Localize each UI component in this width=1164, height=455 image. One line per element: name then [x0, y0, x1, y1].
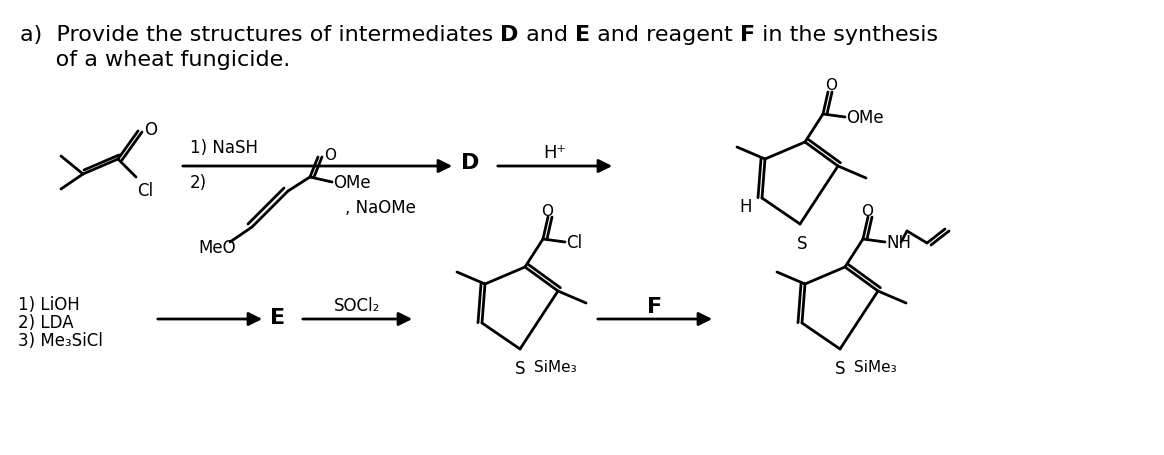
Text: F: F: [740, 25, 755, 45]
Text: D: D: [461, 153, 480, 172]
Text: O: O: [825, 77, 837, 92]
Text: H: H: [740, 197, 752, 216]
Text: 2) LDA: 2) LDA: [17, 313, 73, 331]
Text: Cl: Cl: [566, 233, 582, 252]
Text: a)  Provide the structures of intermediates: a) Provide the structures of intermediat…: [20, 25, 501, 45]
Text: E: E: [270, 307, 285, 327]
Text: OMe: OMe: [333, 174, 370, 192]
Text: O: O: [541, 204, 553, 219]
Text: , NaOMe: , NaOMe: [345, 198, 416, 217]
Text: OMe: OMe: [846, 109, 883, 127]
Text: 1) LiOH: 1) LiOH: [17, 295, 80, 313]
Text: 2): 2): [190, 174, 207, 192]
Text: and reagent: and reagent: [590, 25, 740, 45]
Text: NH: NH: [886, 233, 911, 252]
Text: in the synthesis: in the synthesis: [755, 25, 938, 45]
Text: O: O: [861, 204, 873, 219]
Text: S: S: [796, 234, 808, 253]
Text: F: F: [647, 296, 662, 316]
Text: Cl: Cl: [137, 182, 154, 200]
Text: 3) Me₃SiCl: 3) Me₃SiCl: [17, 331, 102, 349]
Text: MeO: MeO: [198, 238, 235, 257]
Text: and: and: [519, 25, 575, 45]
Text: 1) NaSH: 1) NaSH: [190, 139, 258, 157]
Text: of a wheat fungicide.: of a wheat fungicide.: [20, 50, 290, 70]
Text: D: D: [501, 25, 519, 45]
Text: S: S: [514, 359, 525, 377]
Text: E: E: [575, 25, 590, 45]
Text: SiMe₃: SiMe₃: [854, 359, 896, 374]
Text: S: S: [835, 359, 845, 377]
Text: SiMe₃: SiMe₃: [534, 359, 576, 374]
Text: O: O: [324, 148, 336, 163]
Text: SOCl₂: SOCl₂: [334, 296, 381, 314]
Text: H⁺: H⁺: [544, 144, 567, 162]
Text: O: O: [144, 121, 157, 139]
